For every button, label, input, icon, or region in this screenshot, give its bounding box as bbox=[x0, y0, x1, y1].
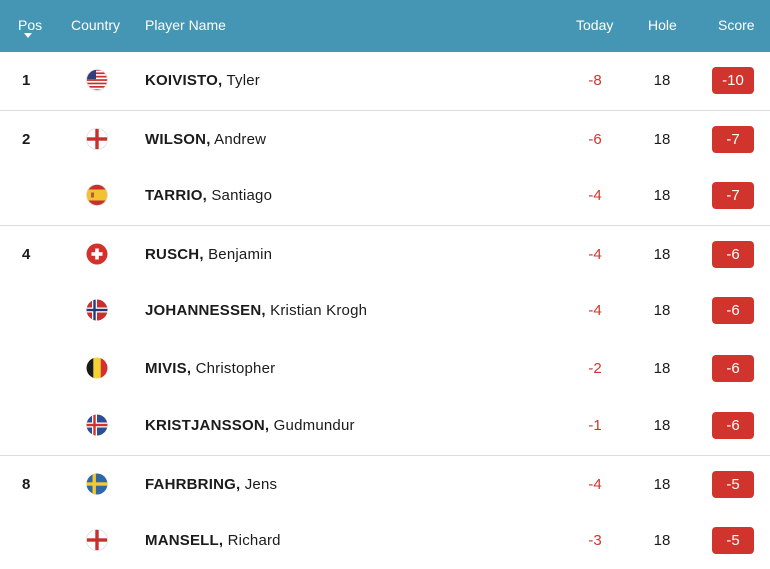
total-score-badge: -10 bbox=[712, 67, 754, 94]
hole-number: 18 bbox=[653, 417, 671, 434]
player-name[interactable]: FAHRBRING, Jens bbox=[145, 456, 277, 513]
player-name[interactable]: JOHANNESSEN, Kristian Krogh bbox=[145, 282, 367, 339]
player-first-name: Richard bbox=[227, 532, 281, 549]
leaderboard-header: Pos Country Player Name Today Hole Score bbox=[0, 0, 770, 52]
today-score: -1 bbox=[588, 417, 602, 434]
player-last-name: MIVIS, bbox=[145, 359, 192, 377]
total-score-badge: -6 bbox=[712, 297, 754, 324]
player-first-name: Tyler bbox=[226, 72, 260, 89]
hole-number: 18 bbox=[653, 130, 671, 148]
hole-number: 18 bbox=[653, 359, 671, 377]
hole-number: 18 bbox=[653, 72, 671, 89]
position: 8 bbox=[22, 475, 31, 493]
switzerland-flag-icon bbox=[86, 243, 108, 265]
player-name[interactable]: KOIVISTO, Tyler bbox=[145, 52, 260, 109]
player-name[interactable]: MANSELL, Richard bbox=[145, 512, 281, 569]
total-score-badge: -6 bbox=[712, 354, 754, 382]
player-name[interactable]: TARRIO, Santiago bbox=[145, 167, 272, 224]
player-last-name: MANSELL, bbox=[145, 532, 224, 549]
iceland-flag-icon bbox=[86, 414, 108, 436]
hole-number: 18 bbox=[653, 532, 671, 549]
usa-flag-icon bbox=[86, 69, 108, 91]
sort-down-icon[interactable] bbox=[24, 33, 32, 38]
total-score-badge: -6 bbox=[712, 412, 754, 439]
total-score-badge: -5 bbox=[712, 470, 754, 498]
position: 1 bbox=[22, 72, 31, 89]
player-last-name: JOHANNESSEN, bbox=[145, 302, 266, 319]
table-row[interactable]: MANSELL, Richard -3 18 -5 bbox=[0, 512, 770, 569]
belgium-flag-icon bbox=[86, 357, 108, 379]
spain-flag-icon bbox=[86, 184, 108, 206]
today-score: -4 bbox=[588, 475, 602, 493]
total-score-badge: -6 bbox=[712, 240, 754, 268]
player-name[interactable]: MIVIS, Christopher bbox=[145, 340, 275, 397]
total-score-badge: -5 bbox=[712, 527, 754, 554]
hole-number: 18 bbox=[653, 187, 671, 204]
table-row[interactable]: 2 WILSON, Andrew -6 18 -7 bbox=[0, 109, 770, 168]
table-row[interactable]: 1 KOIVISTO, Tyler -8 18 -10 bbox=[0, 52, 770, 109]
hole-column-header[interactable]: Hole bbox=[648, 17, 677, 33]
pos-column-header[interactable]: Pos bbox=[18, 17, 43, 33]
table-row[interactable]: 4 RUSCH, Benjamin -4 18 -6 bbox=[0, 224, 770, 283]
player-last-name: KOIVISTO, bbox=[145, 72, 223, 89]
sweden-flag-icon bbox=[86, 473, 108, 495]
player-first-name: Kristian Krogh bbox=[270, 302, 368, 319]
player-first-name: Christopher bbox=[195, 359, 276, 377]
country-column-header[interactable]: Country bbox=[71, 17, 121, 33]
player-last-name: WILSON, bbox=[145, 130, 211, 148]
england-flag-icon bbox=[86, 529, 108, 551]
today-score: -4 bbox=[588, 245, 602, 263]
player-last-name: RUSCH, bbox=[145, 245, 204, 263]
today-score: -4 bbox=[588, 187, 602, 204]
today-score: -8 bbox=[588, 72, 602, 89]
table-row[interactable]: 8 FAHRBRING, Jens -4 18 -5 bbox=[0, 454, 770, 513]
player-name[interactable]: KRISTJANSSON, Gudmundur bbox=[145, 397, 355, 454]
player-first-name: Santiago bbox=[211, 187, 273, 204]
player-name[interactable]: RUSCH, Benjamin bbox=[145, 226, 272, 283]
player-last-name: TARRIO, bbox=[145, 187, 207, 204]
england-flag-icon bbox=[86, 127, 108, 150]
today-score: -4 bbox=[588, 302, 602, 319]
score-column-header[interactable]: Score bbox=[718, 17, 755, 33]
player-first-name: Andrew bbox=[214, 130, 267, 148]
hole-number: 18 bbox=[653, 245, 671, 263]
norway-flag-icon bbox=[86, 299, 108, 321]
total-score-badge: -7 bbox=[712, 125, 754, 153]
hole-number: 18 bbox=[653, 475, 671, 493]
today-column-header[interactable]: Today bbox=[576, 17, 614, 33]
player-name[interactable]: WILSON, Andrew bbox=[145, 111, 266, 168]
total-score-badge: -7 bbox=[712, 182, 754, 209]
position: 2 bbox=[22, 130, 31, 148]
today-score: -3 bbox=[588, 532, 602, 549]
today-score: -2 bbox=[588, 359, 602, 377]
player-first-name: Benjamin bbox=[208, 245, 273, 263]
table-row[interactable]: MIVIS, Christopher -2 18 -6 bbox=[0, 340, 770, 397]
player-first-name: Jens bbox=[244, 475, 278, 493]
position: 4 bbox=[22, 245, 31, 263]
table-row[interactable]: TARRIO, Santiago -4 18 -7 bbox=[0, 167, 770, 224]
table-row[interactable]: JOHANNESSEN, Kristian Krogh -4 18 -6 bbox=[0, 282, 770, 339]
player-first-name: Gudmundur bbox=[273, 417, 355, 434]
today-score: -6 bbox=[588, 130, 602, 148]
player-last-name: KRISTJANSSON, bbox=[145, 417, 270, 434]
hole-number: 18 bbox=[653, 302, 671, 319]
player-last-name: FAHRBRING, bbox=[145, 475, 241, 493]
table-row[interactable]: KRISTJANSSON, Gudmundur -1 18 -6 bbox=[0, 397, 770, 454]
player-column-header[interactable]: Player Name bbox=[145, 17, 226, 33]
